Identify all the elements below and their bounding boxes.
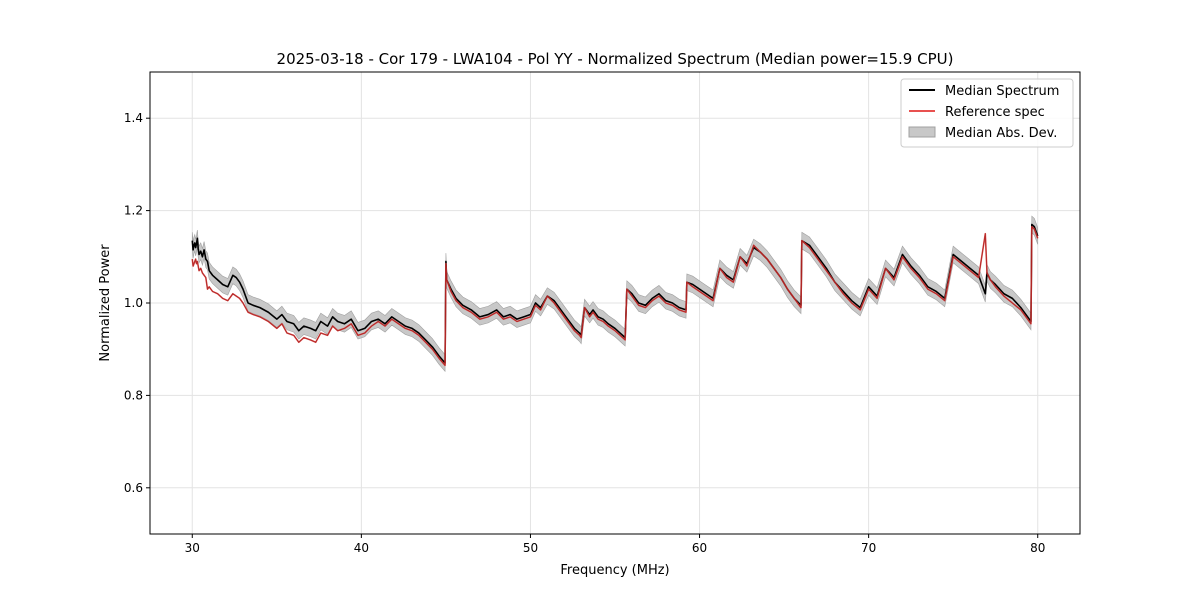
legend-label-reference: Reference spec — [945, 105, 1045, 120]
median-spectrum-line — [191, 223, 1039, 364]
y-tick-label: 1.2 — [124, 204, 143, 218]
legend-band-swatch — [908, 126, 936, 138]
x-axis-ticks: 30 40 50 60 70 80 — [185, 534, 1045, 555]
y-tick-label: 1.0 — [124, 296, 143, 310]
legend: Median Spectrum Reference spec Median Ab… — [900, 78, 1074, 148]
y-axis-ticks: 0.6 0.8 1.0 1.2 1.4 — [124, 111, 150, 495]
x-axis-label: Frequency (MHz) — [560, 563, 669, 578]
y-axis-label: Normalized Power — [98, 244, 113, 362]
y-tick-label: 0.6 — [124, 481, 143, 495]
mad-band — [191, 215, 1039, 373]
x-tick-label: 40 — [354, 541, 369, 555]
y-tick-label: 0.8 — [124, 388, 143, 402]
x-tick-label: 30 — [185, 541, 200, 555]
x-tick-label: 70 — [861, 541, 876, 555]
chart-title: 2025-03-18 - Cor 179 - LWA104 - Pol YY -… — [277, 50, 954, 68]
legend-box — [900, 78, 1074, 148]
overlap-line — [191, 226, 1039, 366]
x-tick-label: 60 — [692, 541, 707, 555]
plot-area — [191, 215, 1039, 373]
y-tick-label: 1.4 — [124, 111, 143, 125]
legend-label-band: Median Abs. Dev. — [945, 126, 1057, 141]
legend-label-median: Median Spectrum — [945, 84, 1059, 99]
x-tick-label: 80 — [1030, 541, 1045, 555]
x-tick-label: 50 — [523, 541, 538, 555]
